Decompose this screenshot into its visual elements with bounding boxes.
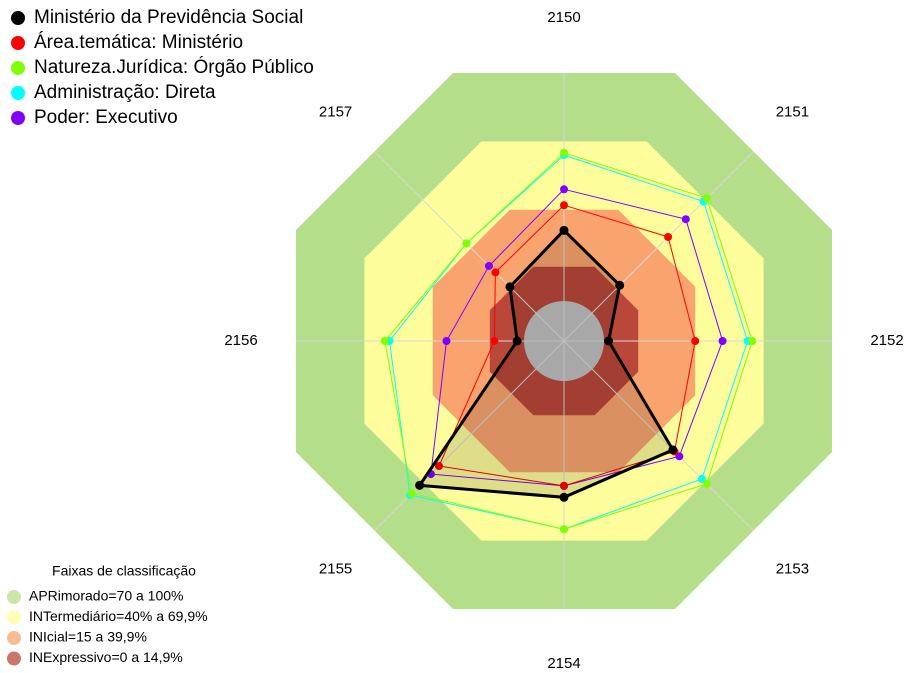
series-point (559, 225, 569, 235)
band-text: INTermediário=40% a 69,9% (29, 608, 208, 624)
band-marker (7, 610, 21, 625)
legend-text: Área.temática: Ministério (34, 32, 243, 53)
series-point (748, 337, 757, 345)
legend-marker (11, 86, 25, 100)
axis-label: 2152 (870, 332, 903, 349)
series-point (702, 479, 711, 488)
axis-label: 2153 (776, 560, 809, 577)
band-marker (7, 651, 21, 666)
series-point (484, 261, 493, 270)
legend-marker (11, 36, 25, 50)
series-point (559, 492, 569, 502)
legend-text: Ministério da Previdência Social (34, 7, 303, 28)
series-point (718, 337, 727, 345)
legend-marker (11, 111, 25, 125)
series-point (505, 282, 515, 292)
series-point (415, 480, 425, 490)
series-point (560, 525, 568, 534)
series-point (512, 336, 522, 346)
band-marker (7, 590, 21, 604)
series-point (604, 336, 614, 346)
legend-marker (11, 61, 25, 75)
series-point (490, 337, 499, 345)
series-point (668, 445, 678, 455)
series-point (702, 194, 711, 203)
axis-label: 2157 (319, 104, 352, 121)
spoke (563, 151, 754, 342)
band-text: INExpressivo=0 a 14,9% (29, 649, 183, 665)
legend-text: Poder: Executivo (34, 107, 178, 128)
series-point (615, 280, 625, 290)
series-point (560, 185, 568, 194)
band-marker (7, 631, 21, 645)
axis-label: 2155 (319, 560, 352, 577)
spoke (563, 340, 754, 531)
legend-text: Administração: Direta (34, 82, 216, 103)
series-point (697, 474, 706, 483)
band-text: APRimorado=70 a 100% (29, 588, 184, 604)
spoke (374, 151, 565, 342)
series-point (462, 239, 471, 248)
series-point (380, 337, 389, 345)
series-point (681, 215, 690, 224)
axis-label: 2151 (776, 104, 809, 121)
series-point (560, 201, 568, 210)
legend-title: Faixas de classificação (52, 563, 196, 579)
legend-marker (11, 11, 25, 25)
series-point (491, 268, 500, 277)
legend-text: Natureza.Jurídica: Órgão Público (34, 56, 314, 78)
series-point (560, 481, 568, 490)
series-point (664, 232, 673, 241)
series-point (434, 462, 443, 471)
series-point (675, 452, 684, 461)
axis-label: 2150 (547, 9, 580, 26)
axis-label: 2156 (224, 332, 257, 349)
series-point (442, 337, 451, 345)
series-point (407, 489, 416, 498)
spoke (374, 340, 565, 531)
series-point (691, 337, 700, 345)
series-point (560, 148, 568, 157)
band-text: INIcial=15 a 39,9% (29, 629, 147, 645)
axis-label: 2154 (547, 655, 580, 672)
